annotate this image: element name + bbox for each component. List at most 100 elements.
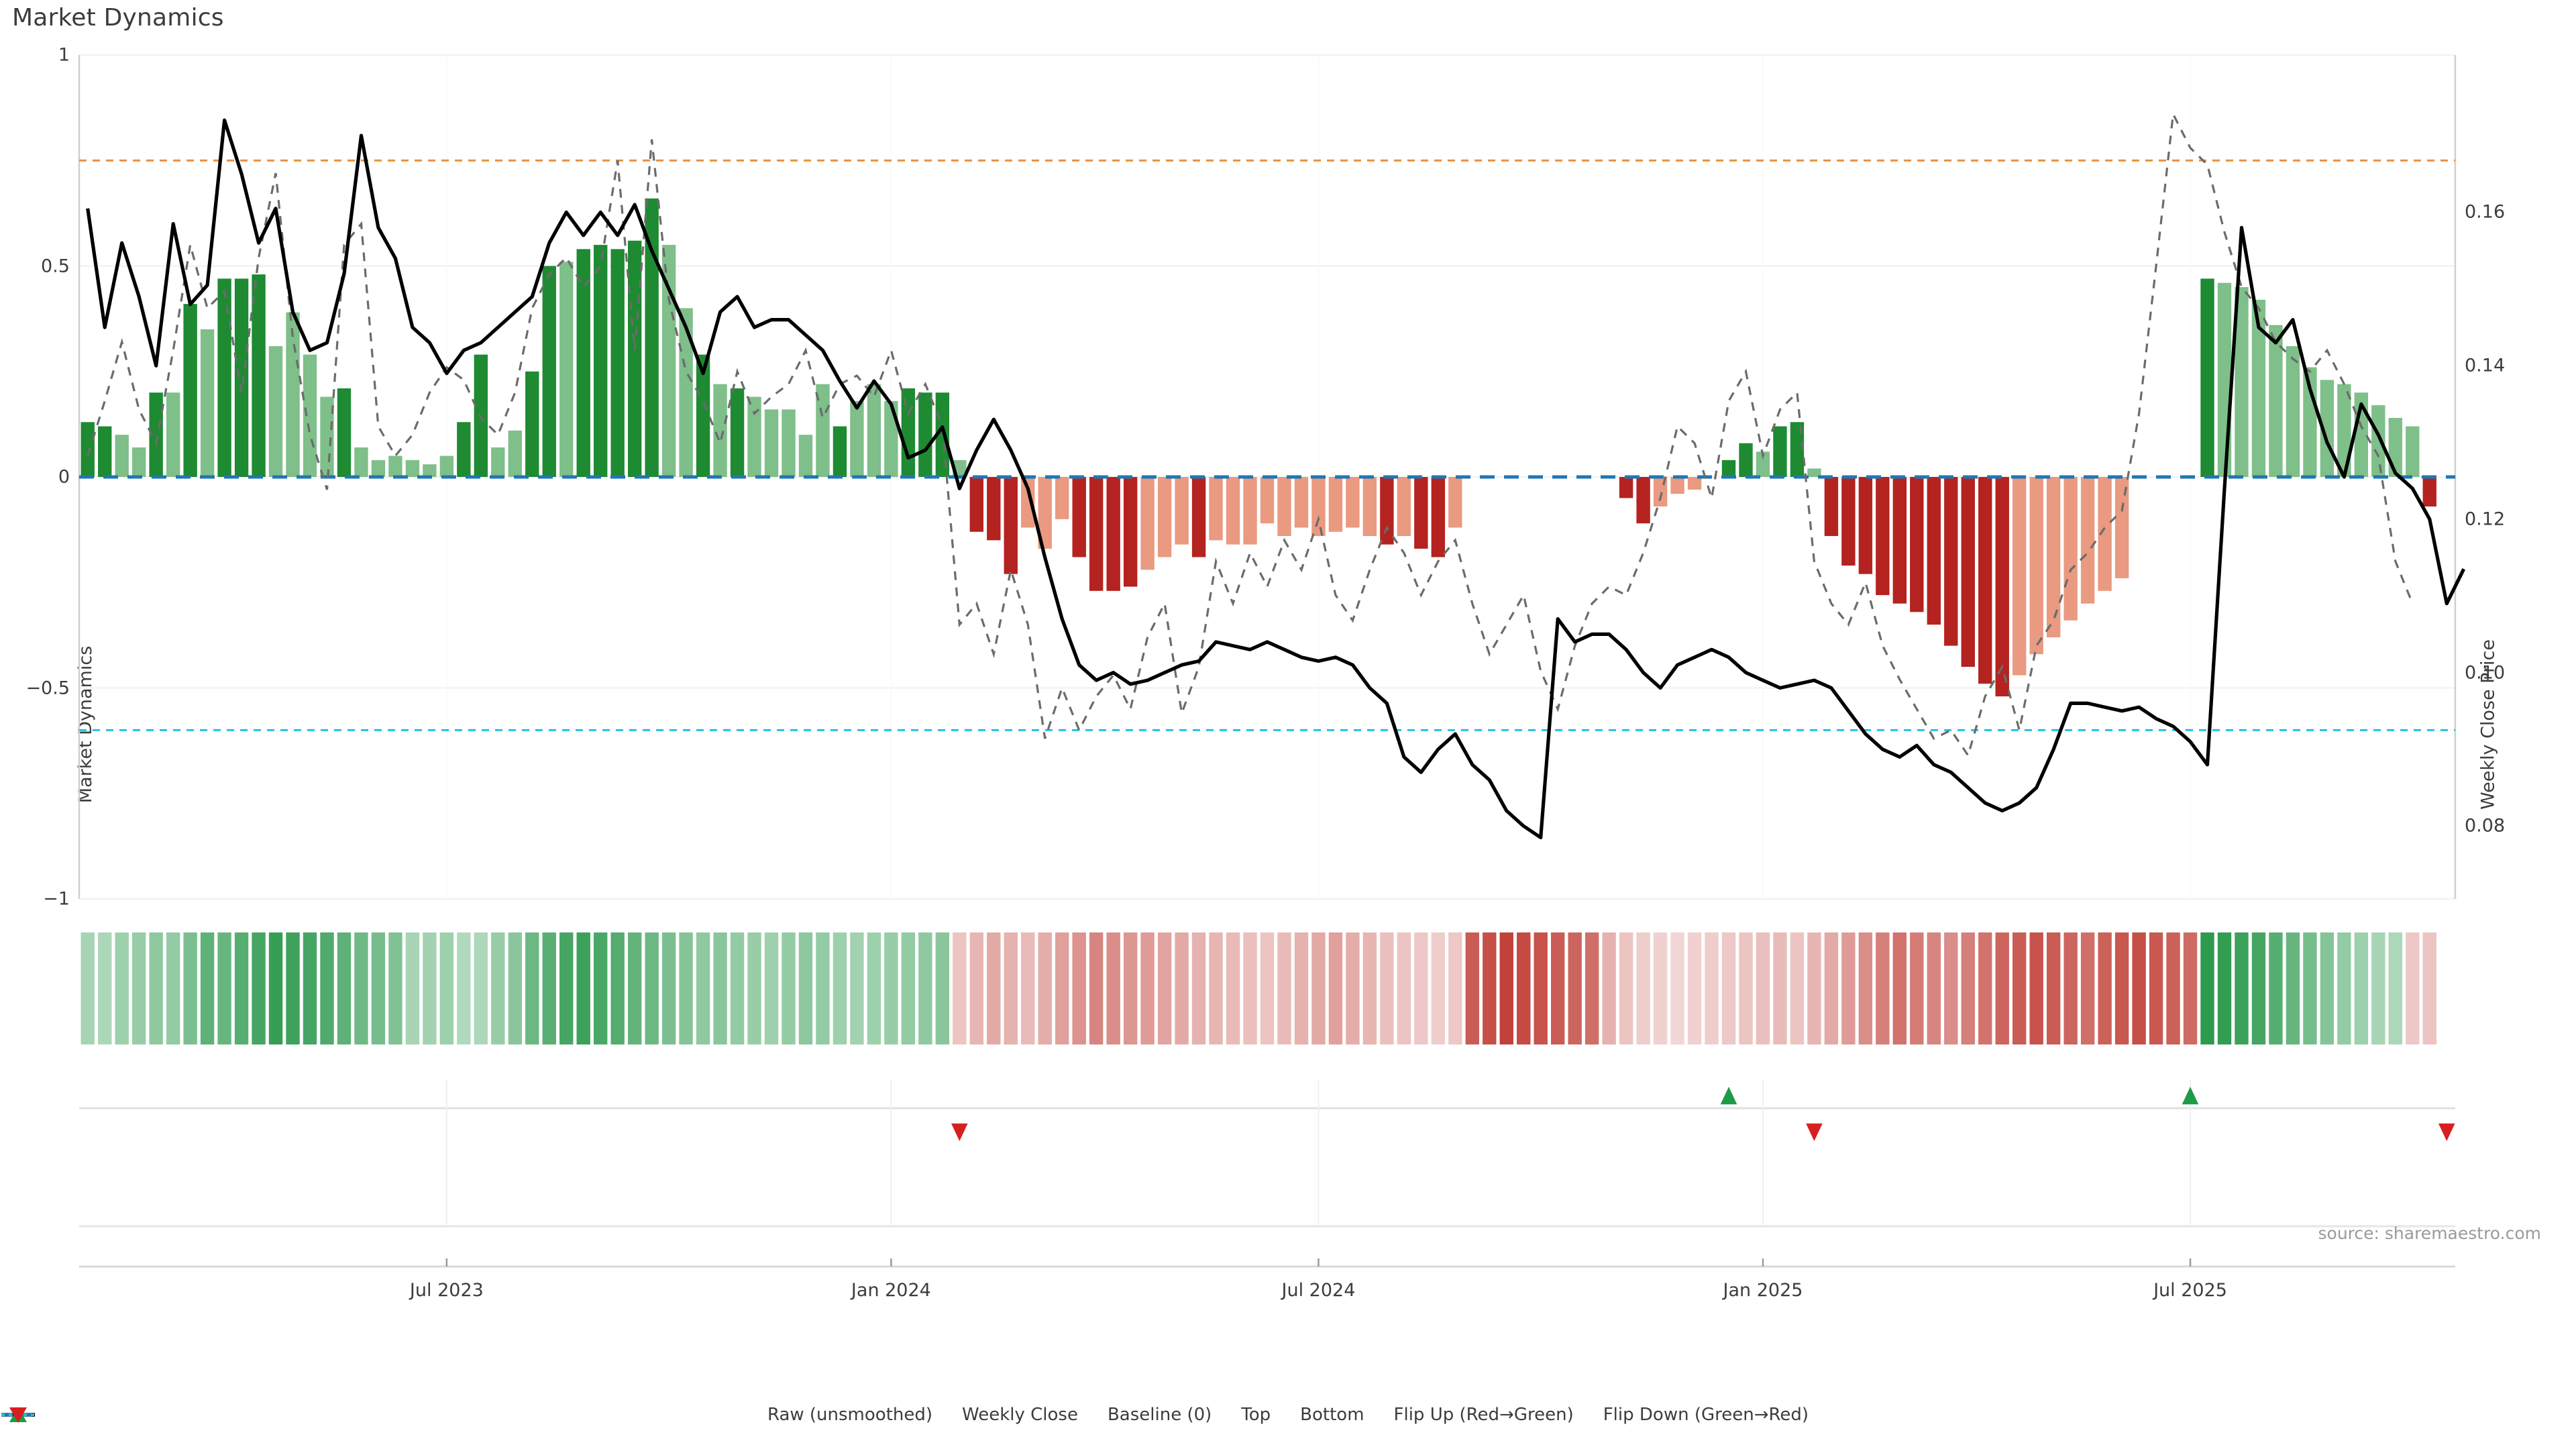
heatmap-cell [1226,932,1240,1044]
bar [2200,278,2214,477]
bar [1123,477,1138,587]
heatmap-cell [594,932,608,1044]
bar [747,396,761,477]
bar [1209,477,1223,541]
bar [525,371,539,477]
bar [594,245,608,477]
heatmap-cell [1687,932,1702,1044]
heatmap-cell [782,932,796,1044]
heatmap-cell [1311,932,1326,1044]
bar [1910,477,1924,612]
legend-flip-down[interactable]: Flip Down (Green→Red) [9,1405,1809,1425]
heatmap-cell [2337,932,2351,1044]
heatmap-cell [1892,932,1907,1044]
heatmap-cell [1721,932,1736,1044]
heatmap-cell [576,932,590,1044]
legend-raw[interactable]: Raw (unsmoothed) [1,1405,932,1425]
heatmap-cell [1602,932,1616,1044]
bar [1191,477,1206,557]
bar [559,262,574,477]
bar [1448,477,1462,528]
bar [183,304,197,477]
bar [80,422,95,477]
heatmap-cell [2166,932,2180,1044]
bar [2098,477,2112,591]
bar [1277,477,1291,537]
bar [388,455,402,477]
heatmap-cell [2422,932,2436,1044]
right-axis-tick: 0.12 [2465,508,2506,530]
heatmap-cell [987,932,1001,1044]
heatmap-cell [388,932,402,1044]
page-title: Market Dynamics [12,4,224,32]
heatmap-cell [525,932,539,1044]
bar [1790,422,1805,477]
heatmap-cell [1619,932,1633,1044]
flip-up-marker[interactable] [1720,1087,1737,1105]
legend-bottom[interactable]: Bottom [1,1405,1364,1425]
heatmap-cell [2200,932,2214,1044]
bar [1995,477,2009,697]
heatmap-cell [2320,932,2334,1044]
heatmap-cell [1294,932,1309,1044]
bar [2063,477,2078,621]
heatmap-cell [610,932,625,1044]
bar [1619,477,1633,498]
legend-weekly-close[interactable]: Weekly Close [1,1405,1078,1425]
legend-label: Flip Down (Green→Red) [1603,1405,1809,1425]
heatmap-cell [508,932,522,1044]
bar [1260,477,1275,524]
heatmap-cell [1209,932,1223,1044]
heatmap-cell [337,932,352,1044]
heatmap-cell [542,932,556,1044]
heatmap-cell [2029,932,2043,1044]
heatmap-cell [303,932,317,1044]
bar [1055,477,1069,519]
flip-down-marker[interactable] [1806,1123,1823,1141]
heatmap-cell [559,932,574,1044]
heatmap-cell [1157,932,1172,1044]
bar [661,245,676,477]
left-axis-tick: −0.5 [25,678,70,698]
heatmap-cell [2046,932,2061,1044]
flip-down-marker[interactable] [951,1123,968,1141]
heatmap-cell [1910,932,1924,1044]
left-axis-tick: 0 [58,466,70,488]
legend-top[interactable]: Top [1,1405,1271,1425]
flip-down-marker[interactable] [2438,1123,2455,1141]
right-axis-tick: 0.10 [2465,662,2506,684]
bar [2269,325,2283,477]
heatmap-cell [1362,932,1377,1044]
heatmap-strip [80,932,2436,1044]
x-axis-tick: Jan 2024 [851,1280,931,1301]
bar [1346,477,1360,528]
legend-label: Top [1241,1405,1271,1425]
heatmap-cell [1534,932,1548,1044]
bar [1414,477,1428,549]
bar [217,278,231,477]
heatmap-cell [1927,932,1941,1044]
heatmap-cell [867,932,881,1044]
heatmap-cell [2132,932,2146,1044]
bar [131,447,146,477]
heatmap-cell [1636,932,1650,1044]
bar [2422,477,2436,507]
triangle-down-icon [9,1407,27,1423]
bar [1756,451,1770,477]
bar [1636,477,1650,524]
bar [1670,477,1684,494]
heatmap-cell [371,932,386,1044]
heatmap-cell [234,932,249,1044]
legend-flip-up[interactable]: Flip Up (Red→Green) [9,1405,1574,1425]
heatmap-cell [935,932,950,1044]
bar [508,430,522,477]
heatmap-cell [1568,932,1582,1044]
right-axis-tick: 0.14 [2465,355,2506,376]
heatmap-cell [1995,932,2009,1044]
legend-baseline[interactable]: Baseline (0) [1,1405,1212,1425]
bar [1038,477,1052,549]
bar [1380,477,1394,545]
flip-up-marker[interactable] [2182,1087,2199,1105]
legend-label: Weekly Close [962,1405,1078,1425]
